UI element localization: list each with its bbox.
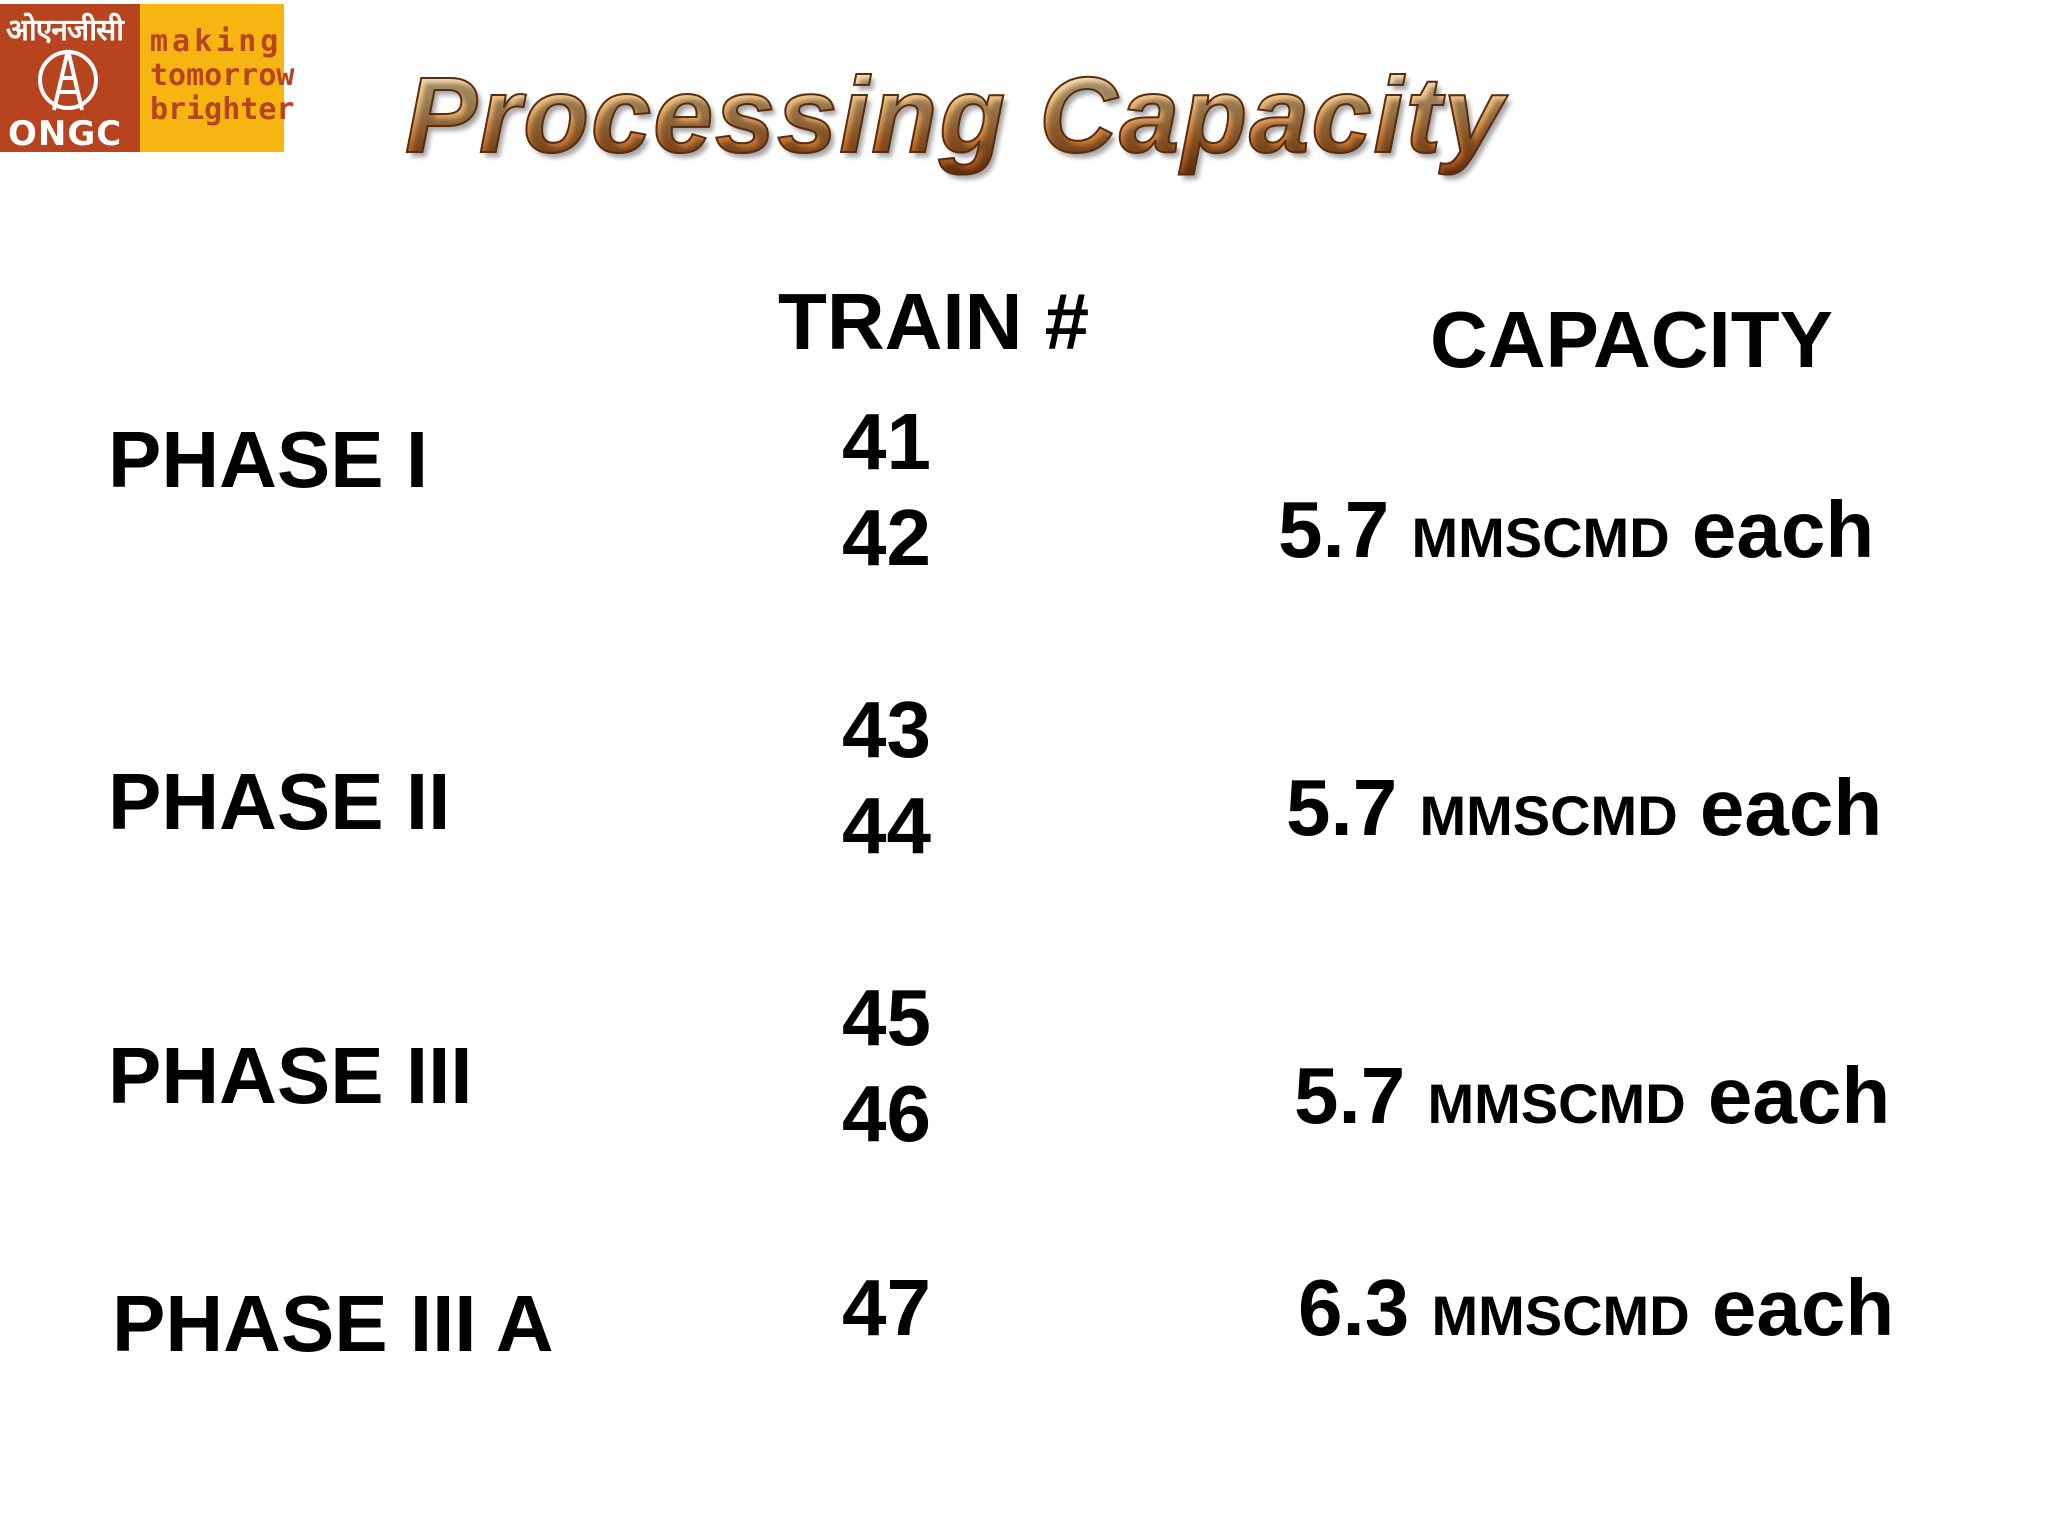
train-number: 47 [842,1263,931,1352]
header-train: TRAIN # [778,277,1090,366]
slide-title: Processing Capacity [404,53,1506,176]
capacity-number: 6.3 [1298,1263,1410,1352]
logo-hindi-text: ओएनजीसी [6,13,124,48]
phase-label: PHASE II [108,757,451,846]
logo-tagline-1: making [150,24,283,59]
train-number: 44 [842,781,931,870]
capacity-number: 5.7 [1294,1051,1406,1140]
capacity-value: 5.7 MMSCMD each [1294,1056,1890,1136]
capacity-value: 5.7 MMSCMD each [1278,490,1874,570]
train-number: 43 [842,685,931,774]
capacity-suffix: each [1711,1263,1895,1352]
logo-yellow-panel: making tomorrow brighter [140,4,295,152]
capacity-suffix: each [1699,763,1883,852]
ongc-logo: ओएनजीसी ONGC making tomorrow brighter [0,4,295,154]
train-number: 42 [842,493,931,582]
phase-label: PHASE III A [112,1279,554,1368]
capacity-unit: MMSCMD [1419,784,1678,847]
logo-tagline-3: brighter [150,92,295,127]
capacity-unit: MMSCMD [1427,1072,1686,1135]
logo-red-panel: ओएनजीसी ONGC [0,4,140,154]
train-number: 46 [842,1069,931,1158]
capacity-unit: MMSCMD [1431,1284,1690,1347]
capacity-suffix: each [1707,1051,1891,1140]
logo-tagline-2: tomorrow [150,58,295,93]
train-number: 41 [842,397,931,486]
capacity-number: 5.7 [1286,763,1398,852]
capacity-number: 5.7 [1278,485,1390,574]
capacity-suffix: each [1691,485,1875,574]
capacity-value: 5.7 MMSCMD each [1286,768,1882,848]
capacity-unit: MMSCMD [1411,506,1670,569]
train-number: 45 [842,973,931,1062]
header-capacity: CAPACITY [1430,295,1833,384]
phase-label: PHASE III [108,1031,473,1120]
logo-ongc-text: ONGC [8,114,123,154]
phase-label: PHASE I [108,415,429,504]
oil-rig-emblem-icon [38,49,98,111]
capacity-value: 6.3 MMSCMD each [1298,1268,1894,1348]
